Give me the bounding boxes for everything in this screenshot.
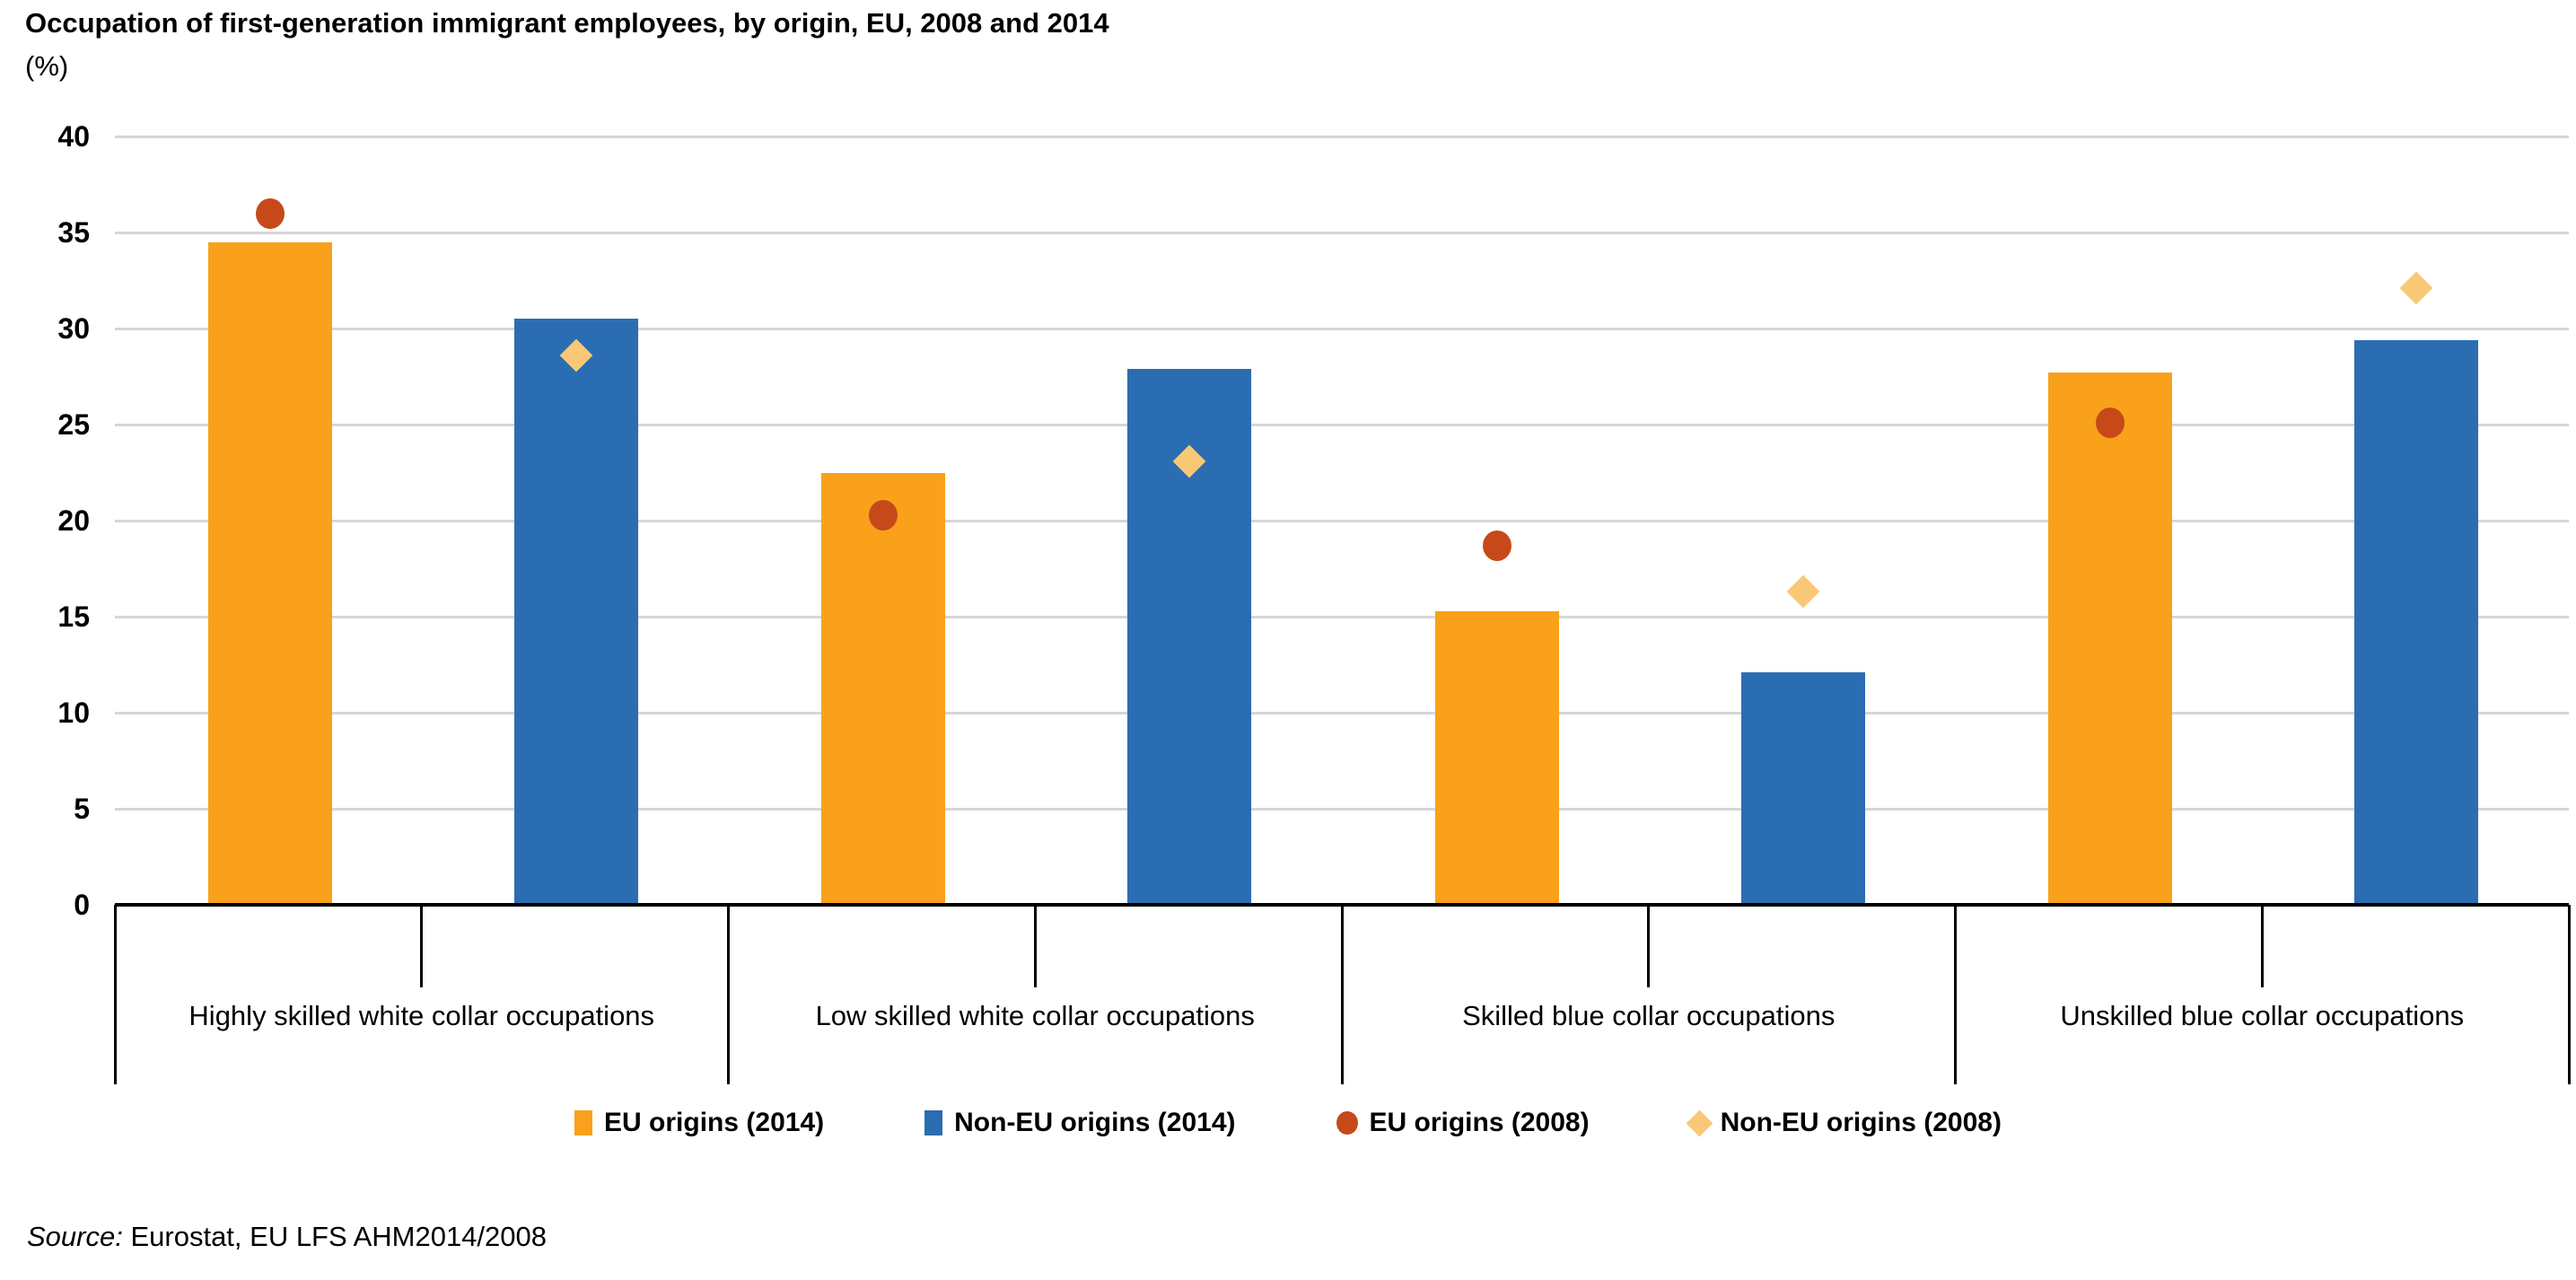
y-axis-tick-label: 25 — [57, 408, 90, 441]
gridline — [115, 807, 2569, 811]
bar-eu-origins-2014 — [1434, 610, 1559, 905]
category-tick — [1033, 905, 1037, 987]
legend-label: EU origins (2014) — [604, 1108, 825, 1137]
marker-eu-origins-2008 — [869, 499, 898, 530]
legend-swatch-square-icon — [924, 1110, 943, 1135]
category-label: Skilled blue collar occupations — [1462, 1000, 1836, 1031]
category-label: Highly skilled white collar occupations — [188, 1000, 655, 1031]
category-separator — [113, 905, 117, 1084]
bar-eu-origins-2014 — [2048, 373, 2173, 905]
legend-item-eu-origins-2008: EU origins (2008) — [1336, 1108, 1590, 1138]
legend-swatch-diamond-icon — [1686, 1109, 1713, 1136]
legend-label: Non-EU origins (2008) — [1720, 1108, 2002, 1137]
y-axis-tick-label: 10 — [57, 697, 90, 729]
source-text: Eurostat, EU LFS AHM2014/2008 — [130, 1221, 548, 1252]
bar-eu-origins-2014 — [207, 241, 332, 905]
y-axis-tick-label: 15 — [57, 601, 90, 633]
marker-eu-origins-2008 — [255, 197, 285, 229]
marker-eu-origins-2008 — [1482, 530, 1511, 561]
gridline — [115, 327, 2569, 330]
gridline — [115, 135, 2569, 138]
legend: EU origins (2014) Non-EU origins (2014) EU… — [0, 1108, 2576, 1138]
category-tick — [2260, 905, 2264, 987]
chart-unit-label: (%) — [25, 50, 69, 82]
y-axis-tick-label: 40 — [57, 120, 90, 153]
legend-item-non-eu-origins-2008: Non-EU origins (2008) — [1686, 1108, 2002, 1138]
category-separator — [2567, 905, 2571, 1084]
y-axis-tick-label: 5 — [74, 793, 90, 825]
source-label: Source: — [27, 1221, 123, 1252]
category-tick — [420, 905, 424, 987]
gridline — [115, 231, 2569, 234]
category-separator — [727, 905, 730, 1084]
source-note: Source: Eurostat, EU LFS AHM2014/2008 — [27, 1221, 547, 1253]
legend-label: EU origins (2008) — [1369, 1108, 1590, 1137]
bar-non-eu-origins-2014 — [2354, 339, 2479, 905]
y-axis-tick-label: 35 — [57, 216, 90, 249]
marker-non-eu-origins-2008 — [1786, 574, 1820, 609]
marker-non-eu-origins-2008 — [2400, 271, 2433, 305]
gridline — [115, 711, 2569, 715]
category-separator — [1340, 905, 1344, 1084]
category-tick — [1647, 905, 1651, 987]
gridline — [115, 519, 2569, 522]
y-axis-tick-label: 0 — [74, 889, 90, 921]
category-label: Unskilled blue collar occupations — [2060, 1000, 2465, 1031]
marker-eu-origins-2008 — [2096, 407, 2125, 438]
bar-non-eu-origins-2014 — [513, 319, 638, 905]
legend-item-eu-origins-2014: EU origins (2014) — [574, 1108, 824, 1138]
y-axis-tick-label: 30 — [57, 312, 90, 345]
bar-eu-origins-2014 — [821, 472, 946, 905]
gridline — [115, 423, 2569, 426]
bar-non-eu-origins-2014 — [1740, 672, 1865, 905]
chart-title: Occupation of first-generation immigrant… — [25, 7, 1109, 39]
y-axis-tick-label: 20 — [57, 504, 90, 537]
legend-swatch-square-icon — [574, 1110, 593, 1135]
category-separator — [1954, 905, 1957, 1084]
category-label: Low skilled white collar occupations — [815, 1000, 1255, 1031]
gridline — [115, 615, 2569, 618]
legend-item-non-eu-origins-2014: Non-EU origins (2014) — [924, 1108, 1236, 1138]
legend-label: Non-EU origins (2014) — [954, 1108, 1236, 1137]
legend-swatch-circle-icon — [1336, 1111, 1358, 1135]
